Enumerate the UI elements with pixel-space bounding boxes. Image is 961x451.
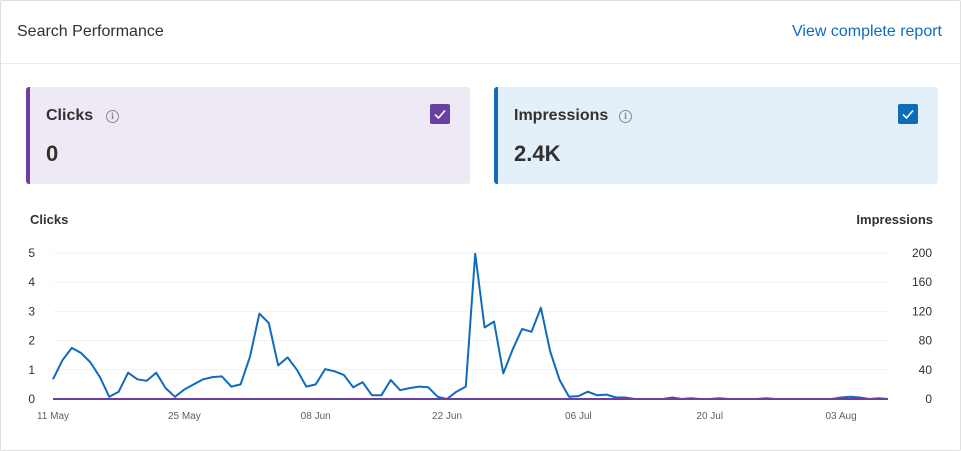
checkmark-icon xyxy=(901,107,915,121)
right-tick-label: 0 xyxy=(925,392,932,406)
x-tick-label: 25 May xyxy=(168,411,201,422)
performance-chart: 0 1 2 3 4 5 0 40 80 120 160 200 11 May 25 May 08 Jun 22… xyxy=(1,241,960,441)
left-tick-label: 5 xyxy=(28,246,35,260)
impressions-checkbox[interactable] xyxy=(898,104,918,124)
right-tick-label: 200 xyxy=(912,246,932,260)
x-tick-label: 03 Aug xyxy=(826,411,857,422)
impressions-value: 2.4K xyxy=(514,141,560,167)
clicks-metric-tile[interactable]: Clicks i 0 xyxy=(26,87,470,184)
left-tick-label: 0 xyxy=(28,392,35,406)
right-tick-label: 160 xyxy=(912,275,932,289)
x-tick-label: 22 Jun xyxy=(432,411,462,422)
info-icon[interactable]: i xyxy=(619,110,632,123)
left-axis-title: Clicks xyxy=(30,212,68,227)
x-tick-label: 11 May xyxy=(37,411,69,422)
left-tick-label: 1 xyxy=(28,363,35,377)
view-complete-report-link[interactable]: View complete report xyxy=(792,23,942,41)
impressions-series-line xyxy=(53,254,888,399)
clicks-value: 0 xyxy=(46,141,58,167)
right-tick-label: 120 xyxy=(912,304,932,318)
card-title: Search Performance xyxy=(17,23,164,41)
card-header: Search Performance View complete report xyxy=(1,1,960,64)
right-axis-title: Impressions xyxy=(856,212,933,227)
x-tick-label: 20 Jul xyxy=(696,411,723,422)
right-tick-label: 40 xyxy=(919,363,933,377)
impressions-metric-tile[interactable]: Impressions i 2.4K xyxy=(494,87,938,184)
right-tick-label: 80 xyxy=(919,334,933,348)
info-icon[interactable]: i xyxy=(106,110,119,123)
impressions-label: Impressions xyxy=(514,107,608,125)
x-tick-label: 06 Jul xyxy=(565,411,592,422)
left-tick-label: 2 xyxy=(28,334,35,348)
checkmark-icon xyxy=(433,107,447,121)
clicks-label: Clicks xyxy=(46,107,93,125)
left-tick-label: 3 xyxy=(28,304,35,318)
clicks-checkbox[interactable] xyxy=(430,104,450,124)
left-tick-label: 4 xyxy=(28,275,35,289)
x-tick-label: 08 Jun xyxy=(301,411,331,422)
